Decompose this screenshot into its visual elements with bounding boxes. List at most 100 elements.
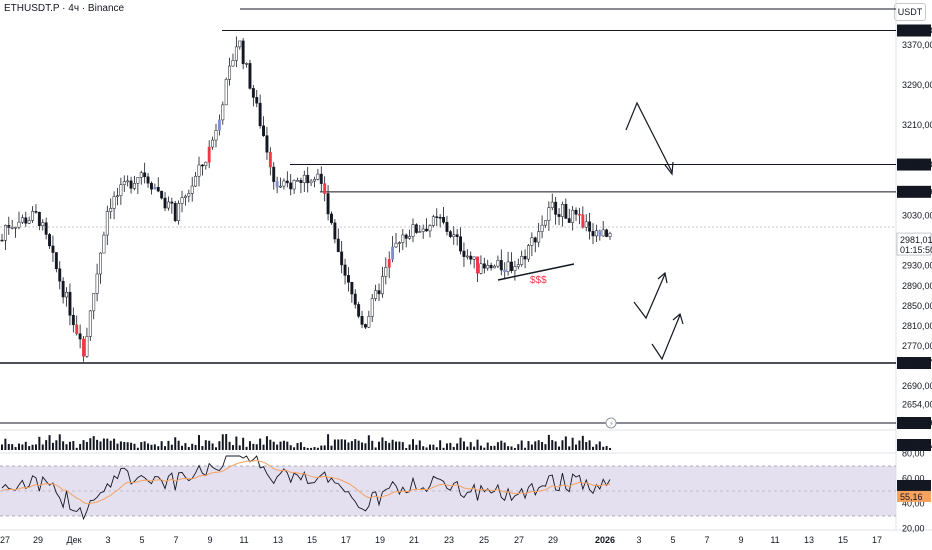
volume-bar — [82, 440, 85, 450]
candle-body — [387, 259, 391, 268]
candle-body — [214, 130, 218, 141]
candle-body — [414, 224, 418, 233]
candle-body — [316, 173, 320, 180]
candle-body — [462, 250, 466, 257]
volume-bar — [123, 441, 126, 450]
volume-bar — [333, 439, 336, 450]
candle-body — [24, 217, 28, 224]
candle-body — [408, 236, 412, 239]
candle-body — [105, 211, 109, 236]
candle-body — [431, 216, 435, 226]
volume-bar — [245, 446, 248, 450]
volume-bar — [558, 446, 561, 450]
candle-body — [486, 264, 490, 269]
volume-bar — [126, 442, 129, 450]
volume-bar — [109, 440, 112, 450]
volume-bar — [541, 441, 544, 450]
candle-body — [448, 231, 452, 237]
candle-body — [3, 225, 7, 241]
volume-bar — [592, 446, 595, 450]
volume-bar — [357, 440, 360, 450]
bearish-projection-arrow[interactable] — [625, 101, 673, 173]
volume-bar — [466, 446, 469, 450]
time-tick: 19 — [375, 535, 385, 545]
volume-bar — [201, 446, 204, 450]
volume-label: 223,32M — [900, 440, 932, 450]
candle-body — [0, 239, 4, 242]
volume-bar — [439, 440, 442, 450]
candle-body — [177, 203, 181, 221]
candle-body — [88, 310, 92, 337]
candle-body — [438, 216, 442, 219]
candle-body — [442, 217, 446, 223]
volume-bar — [7, 444, 10, 450]
volume-bar — [517, 444, 520, 450]
volume-bar — [313, 447, 316, 450]
time-tick: 5 — [139, 535, 144, 545]
candle-body — [109, 208, 113, 212]
volume-bar — [62, 441, 65, 450]
price-tick: 2810,00 — [902, 321, 932, 331]
volume-bar — [537, 440, 540, 450]
candle-body — [550, 201, 554, 208]
time-tick: 13 — [273, 535, 283, 545]
candle-body — [591, 231, 595, 237]
candle-body — [292, 180, 296, 190]
volume-bar — [398, 441, 401, 450]
volume-bar — [191, 443, 194, 450]
candle-body — [255, 97, 259, 104]
bullish-projection-arrow-2[interactable] — [651, 314, 681, 361]
volume-bar — [411, 439, 414, 450]
time-tick: 29 — [33, 535, 43, 545]
volume-bar — [272, 441, 275, 450]
volume-bar — [459, 437, 462, 450]
candle-body — [594, 230, 598, 237]
candle-body — [58, 268, 62, 282]
volume-bar — [208, 440, 211, 450]
candle-body — [217, 119, 221, 131]
volume-bar — [530, 444, 533, 450]
candle-body — [574, 209, 578, 215]
candle-body — [95, 273, 99, 294]
candle-body — [268, 151, 272, 168]
alert-icon[interactable] — [605, 417, 617, 429]
currency-button[interactable]: USDT — [894, 3, 926, 21]
candle-body — [7, 225, 11, 228]
price-tick: 2930,00 — [902, 261, 932, 271]
candle-body — [459, 236, 462, 252]
candle-body — [567, 218, 571, 223]
candle-body — [564, 203, 568, 219]
time-tick: 27 — [0, 535, 10, 545]
candle-body — [78, 333, 82, 340]
candle-body — [231, 60, 235, 67]
liquidity-trendline[interactable] — [497, 263, 575, 281]
time-tick: 15 — [307, 535, 317, 545]
candle-body — [367, 316, 371, 328]
volume-bar — [445, 443, 448, 450]
volume-bar — [581, 435, 584, 450]
bullish-projection-arrow-1[interactable] — [633, 273, 666, 320]
volume-bar — [323, 445, 326, 450]
volume-bar — [214, 447, 217, 450]
candle-body — [204, 161, 208, 166]
volume-bar — [473, 446, 476, 450]
candle-body — [160, 190, 164, 199]
volume-bar — [435, 447, 438, 450]
candle-body — [472, 256, 476, 260]
candle-body — [41, 222, 45, 226]
time-tick: 17 — [872, 535, 882, 545]
candle-body — [282, 180, 286, 187]
candle-body — [99, 252, 102, 275]
candle-body — [102, 234, 106, 254]
volume-bar — [119, 441, 122, 450]
volume-bar — [452, 446, 455, 450]
volume-bar — [106, 438, 109, 450]
price-tick: 2890,00 — [902, 281, 932, 291]
volume-bar — [320, 445, 323, 450]
candle-body — [190, 185, 194, 194]
candle-body — [425, 228, 429, 232]
candle-body — [48, 234, 52, 247]
candle-body — [68, 291, 72, 316]
volume-bar — [242, 437, 245, 450]
